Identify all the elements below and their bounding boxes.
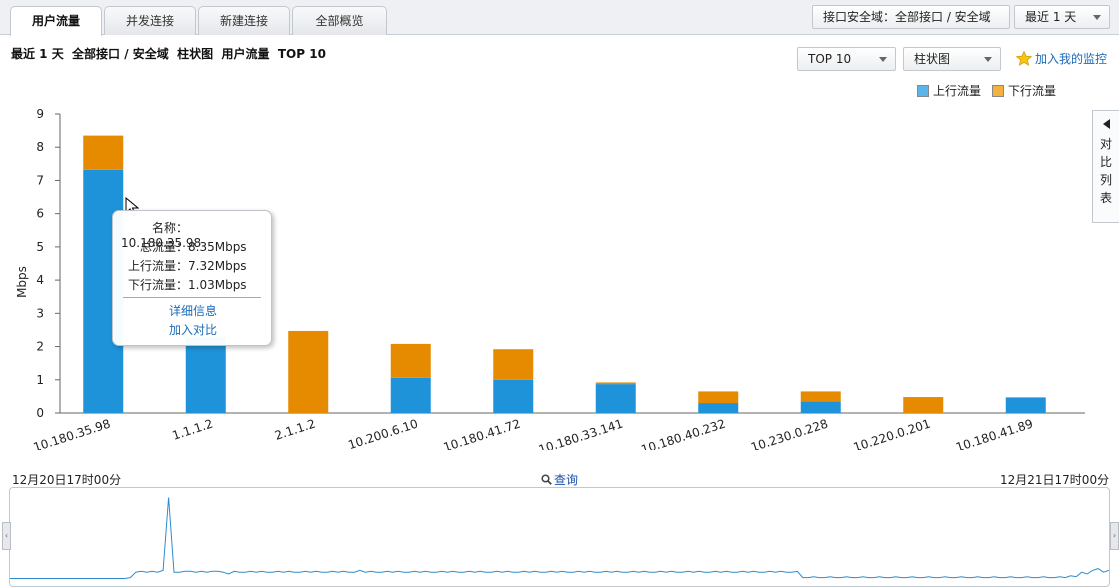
bar-upload[interactable] — [493, 379, 534, 413]
tooltip-name-value: 10.180.35.98 — [121, 236, 202, 250]
tooltip-total-key: 总流量： — [139, 240, 188, 254]
bar-download[interactable] — [288, 330, 329, 413]
checkbox-upload[interactable] — [917, 85, 929, 97]
bar-upload[interactable] — [595, 384, 636, 413]
tab-concurrent-connections[interactable]: 并发连接 — [104, 6, 196, 35]
chart-type-select[interactable]: 柱状图 — [903, 47, 1001, 71]
tab-new-connections[interactable]: 新建连接 — [198, 6, 290, 35]
chevron-down-icon — [879, 57, 887, 62]
checkbox-download[interactable] — [992, 85, 1004, 97]
y-tick-label: 1 — [36, 373, 44, 387]
x-tick-label: 10.220.0.201 — [852, 417, 933, 450]
y-tick-label: 3 — [36, 306, 44, 320]
chart-subtitle: 最近 1 天 全部接口 / 安全域 柱状图 用户流量 TOP 10 — [11, 47, 326, 61]
timeline-start-label: 12月20日17时00分 — [12, 473, 122, 487]
timeline-end-label: 12月21日17时00分 — [1000, 473, 1110, 487]
x-tick-label: 10.180.41.89 — [954, 417, 1035, 450]
y-tick-label: 9 — [36, 107, 44, 121]
top-n-select[interactable]: TOP 10 — [797, 47, 896, 71]
detail-info-link[interactable]: 详细信息 — [168, 304, 217, 318]
bar-upload[interactable] — [698, 403, 739, 413]
add-compare-link[interactable]: 加入对比 — [168, 323, 217, 337]
tooltip-up-key: 上行流量： — [127, 259, 188, 273]
tooltip-divider — [123, 297, 261, 298]
x-tick-label: 10.180.35.98 — [32, 417, 113, 450]
bar-download[interactable] — [903, 397, 944, 413]
x-tick-label: 1.1.1.2 — [170, 417, 214, 443]
bar-download[interactable] — [800, 391, 841, 402]
bar-download[interactable] — [698, 391, 739, 404]
x-tick-label: 2.1.1.2 — [273, 417, 317, 443]
arrow-left-icon — [1102, 119, 1110, 129]
star-icon — [1015, 50, 1033, 66]
y-tick-label: 0 — [36, 406, 44, 420]
x-tick-label: 10.180.40.232 — [639, 417, 727, 450]
legend-download-label: 下行流量 — [1008, 84, 1057, 98]
timeline-right-handle[interactable]: › — [1110, 522, 1119, 550]
search-icon — [541, 474, 552, 485]
compare-list-panel[interactable]: 对比列表 — [1092, 110, 1119, 223]
bar-upload[interactable] — [1005, 397, 1046, 413]
legend-upload-label: 上行流量 — [933, 84, 982, 98]
top-n-label: TOP 10 — [808, 52, 852, 66]
zone-filter-label: 接口安全域：全部接口 / 安全域 — [823, 10, 991, 24]
tooltip-down-value: 1.03Mbps — [188, 278, 247, 292]
tooltip-total-row: 总流量：8.35Mbps — [121, 238, 266, 255]
timeline-trend-line — [10, 497, 1109, 579]
bar-upload[interactable] — [390, 377, 431, 413]
x-tick-label: 10.180.33.141 — [537, 417, 625, 450]
bar-download[interactable] — [83, 135, 124, 170]
bar-download[interactable] — [493, 349, 534, 380]
x-tick-label: 10.180.41.72 — [442, 417, 523, 450]
tab-overview[interactable]: 全部概览 — [292, 6, 387, 35]
zone-filter-select[interactable]: 接口安全域：全部接口 / 安全域 — [812, 5, 1010, 29]
compare-list-label: 对比列表 — [1099, 137, 1112, 205]
time-range-label: 最近 1 天 — [1025, 10, 1077, 24]
bar-tooltip: 名称：10.180.35.98 总流量：8.35Mbps 上行流量：7.32Mb… — [112, 210, 272, 346]
trend-polyline — [10, 497, 1109, 579]
tooltip-up-value: 7.32Mbps — [188, 259, 247, 273]
tab-user-traffic[interactable]: 用户流量 — [10, 6, 102, 36]
bar-download[interactable] — [595, 382, 636, 385]
bar-upload[interactable] — [800, 401, 841, 413]
y-tick-label: 5 — [36, 240, 44, 254]
chevron-down-icon — [984, 57, 992, 62]
timeline-overview[interactable] — [9, 487, 1110, 587]
y-axis-label: Mbps — [15, 266, 29, 298]
y-tick-label: 4 — [36, 273, 44, 287]
tooltip-down-key: 下行流量： — [127, 278, 188, 292]
chevron-down-icon — [1093, 15, 1101, 20]
y-tick-label: 7 — [36, 173, 44, 187]
add-monitor-link[interactable]: 加入我的监控 — [1015, 50, 1108, 67]
tooltip-total-value: 8.35Mbps — [188, 240, 247, 254]
time-range-select[interactable]: 最近 1 天 — [1014, 5, 1110, 29]
tooltip-name-key: 名称： — [151, 221, 188, 235]
query-label: 查询 — [554, 473, 579, 487]
tooltip-name-row: 名称：10.180.35.98 — [121, 219, 266, 250]
tooltip-up-row: 上行流量：7.32Mbps — [121, 257, 266, 274]
bar-download[interactable] — [390, 343, 431, 378]
chart-type-label: 柱状图 — [914, 52, 951, 66]
timeline-left-handle[interactable]: ‹ — [2, 522, 11, 550]
y-tick-label: 8 — [36, 140, 44, 154]
y-tick-label: 6 — [36, 207, 44, 221]
x-tick-label: 10.230.0.228 — [749, 417, 830, 450]
y-tick-label: 2 — [36, 340, 44, 354]
add-monitor-label: 加入我的监控 — [1035, 52, 1108, 66]
x-tick-label: 10.200.6.10 — [346, 417, 419, 450]
legend-download[interactable]: 下行流量 — [992, 82, 1056, 99]
tooltip-down-row: 下行流量：1.03Mbps — [121, 276, 266, 293]
bar-upload[interactable] — [185, 336, 226, 413]
legend-upload[interactable]: 上行流量 — [917, 82, 981, 99]
query-button[interactable]: 查询 — [541, 471, 578, 488]
tab-bar: 用户流量 并发连接 新建连接 全部概览 接口安全域：全部接口 / 安全域 最近 … — [0, 0, 1119, 36]
